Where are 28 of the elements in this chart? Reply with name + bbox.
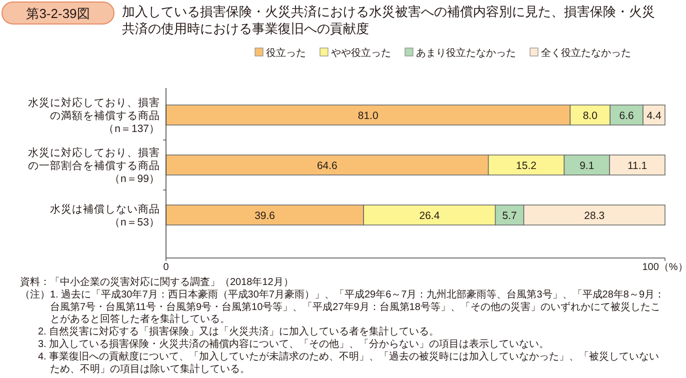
text: （注）1. 過去に「平成30年7月：西日本豪雨（平成30年7月豪雨）」、「平成29年6～7月：九州北部豪雨等、台風第3号」、「平成28年8～9月：台風第7号・台風第11号・台風第9号・台風第10号等」、「平成27年9月：台風第18号等」、「その他の災害」のいずれかにて被災したことがあると回答した者を集計している。: [20, 288, 665, 326]
text: 3. 加入している損害保険・火災共済の補償内容について、「その他」、「分からない」の項目は表示していない。: [38, 338, 550, 350]
data-label: 6.6: [619, 110, 634, 122]
y-tick-label: 水災に対応しており、損害の一部割合を補償する商品（n＝99）: [28, 146, 160, 185]
data-label: 64.6: [316, 160, 338, 172]
chart-title: 加入している損害保険・火災共済における水災被害への補償内容別に見た、損害保険・火災共済の使用時における事業復旧への貢献度: [122, 4, 655, 36]
data-label: 8.0: [582, 110, 598, 122]
data-label: 9.1: [580, 160, 594, 172]
y-tick-label: 水災は補償しない商品（n＝53）: [50, 202, 160, 228]
data-label: 5.7: [502, 210, 518, 222]
text: 2. 自然災害に対応する「損害保険」又は「火災共済」に加入している者を集計している。: [38, 326, 440, 338]
legend-label: やや役立った: [331, 47, 391, 59]
text: 資料：「中小企業の災害対応に関する調査」（2018年12月）: [20, 276, 294, 288]
data-label: 15.2: [516, 160, 537, 172]
data-label: 39.6: [254, 210, 276, 222]
legend-label: あまり役立たなかった: [416, 47, 516, 59]
data-label: 81.0: [358, 110, 378, 122]
x-tick-label: 100（%）: [642, 262, 686, 273]
data-label: 26.4: [419, 210, 440, 222]
x-tick-label: 0: [163, 262, 170, 273]
data-label: 28.3: [584, 210, 605, 222]
figure-label: 第3-2-39図: [2, 2, 114, 24]
text: 4. 事業復旧への貢献度について、「加入していたが未請求のため、不明」、「過去の被災時には加入していなかった」、「被災していないため、不明」の項目は除いて集計している。: [38, 350, 660, 375]
data-label: 4.4: [646, 110, 662, 122]
legend-label: 全く役立たなかった: [541, 47, 631, 59]
legend-label: 役立った: [266, 47, 306, 59]
data-label: 11.1: [627, 160, 648, 172]
y-tick-label: 水災に対応しており、損害の満額を補償する商品（n＝137）: [28, 96, 160, 135]
